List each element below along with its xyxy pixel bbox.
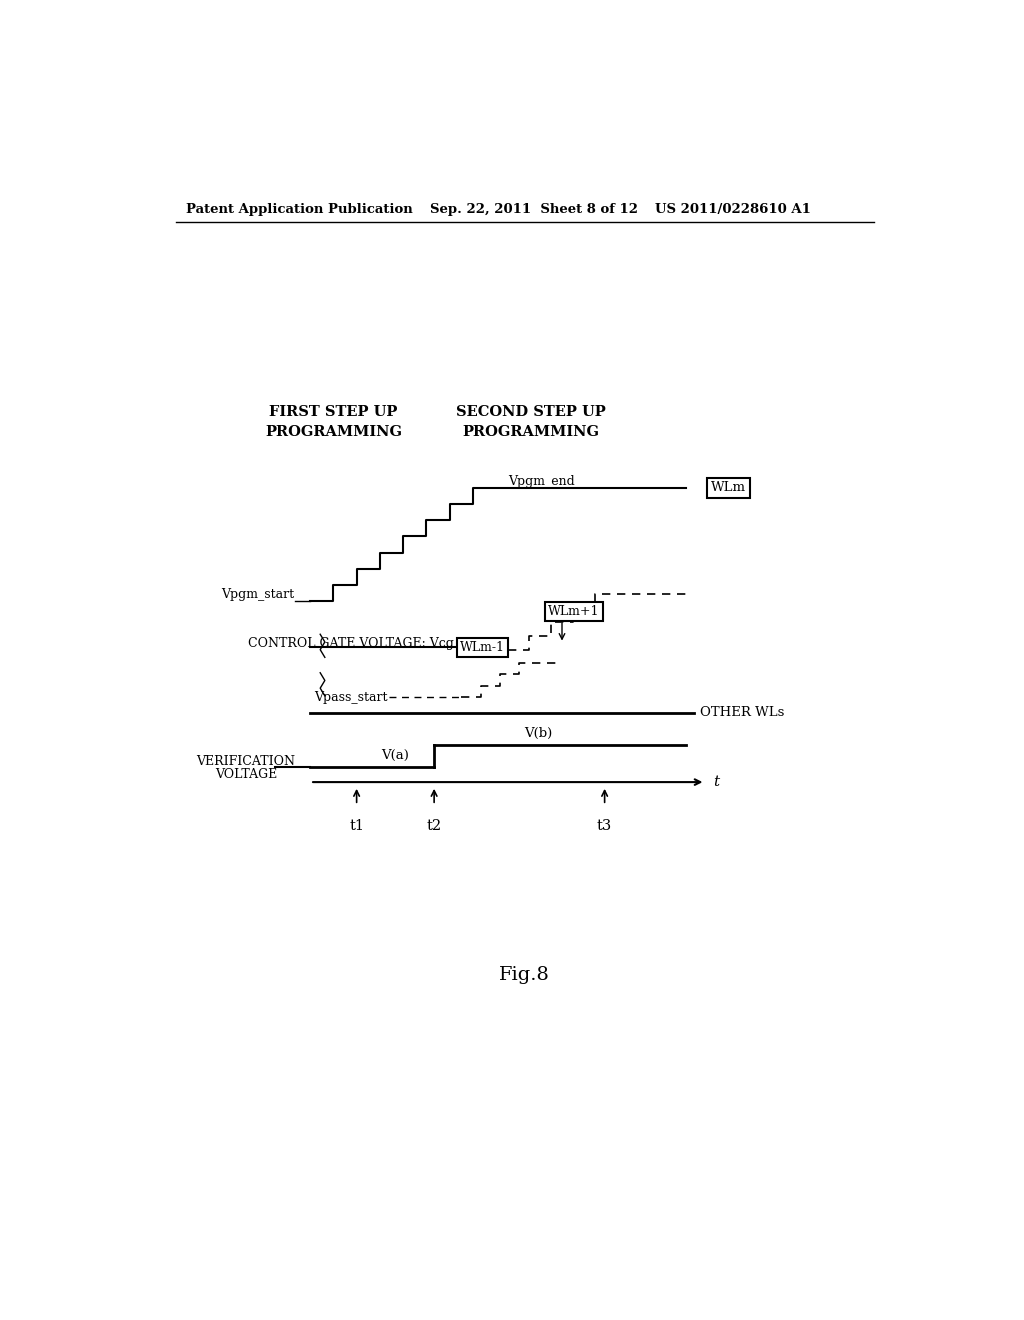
Text: OTHER WLs: OTHER WLs — [700, 706, 784, 719]
Text: SECOND STEP UP: SECOND STEP UP — [456, 405, 606, 420]
Text: t2: t2 — [427, 818, 441, 833]
Text: Fig.8: Fig.8 — [500, 966, 550, 983]
Text: Vpgm_start: Vpgm_start — [221, 589, 295, 602]
Text: V(a): V(a) — [381, 748, 410, 762]
Text: PROGRAMMING: PROGRAMMING — [463, 425, 599, 438]
Text: WLm-1: WLm-1 — [460, 640, 505, 653]
Text: VERIFICATION: VERIFICATION — [197, 755, 295, 768]
Text: Sep. 22, 2011  Sheet 8 of 12: Sep. 22, 2011 Sheet 8 of 12 — [430, 203, 638, 216]
Text: V(b): V(b) — [524, 727, 553, 741]
Text: t: t — [713, 775, 719, 789]
Text: WLm+1: WLm+1 — [548, 605, 599, 618]
Text: t1: t1 — [349, 818, 365, 833]
Text: CONTROL GATE VOLTAGE: Vcg: CONTROL GATE VOLTAGE: Vcg — [248, 638, 454, 649]
Text: PROGRAMMING: PROGRAMMING — [265, 425, 401, 438]
Text: t3: t3 — [597, 818, 612, 833]
Text: WLm: WLm — [711, 482, 746, 495]
Text: US 2011/0228610 A1: US 2011/0228610 A1 — [655, 203, 811, 216]
Text: VOLTAGE: VOLTAGE — [215, 768, 276, 781]
Text: Patent Application Publication: Patent Application Publication — [186, 203, 413, 216]
Text: Vpass_start: Vpass_start — [314, 690, 388, 704]
Text: Vpgm_end: Vpgm_end — [508, 475, 574, 488]
Text: FIRST STEP UP: FIRST STEP UP — [269, 405, 397, 420]
